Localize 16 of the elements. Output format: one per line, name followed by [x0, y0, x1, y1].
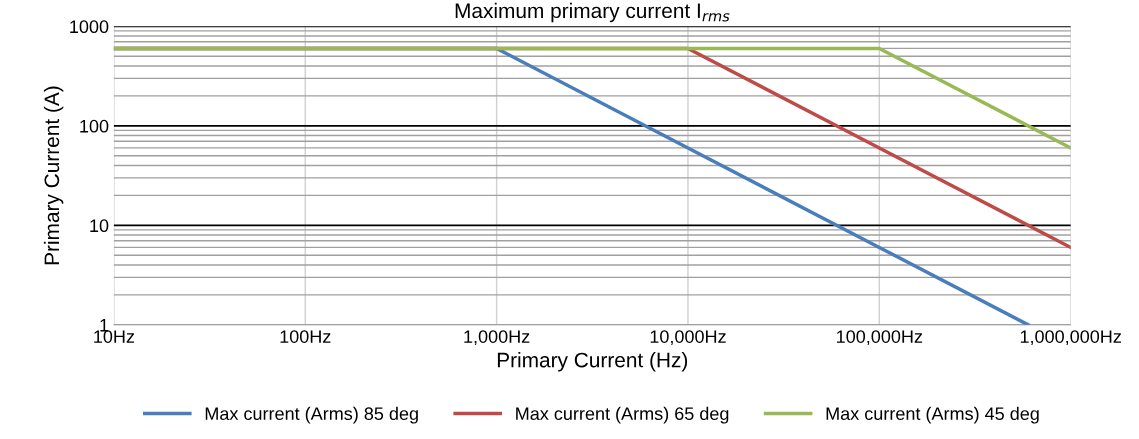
x-tick-label: 100,000Hz	[837, 330, 923, 346]
y-tick-label: 1000	[70, 20, 109, 34]
x-tick-label: 10,000Hz	[650, 330, 726, 346]
x-tick-label: 1,000,000Hz	[1020, 330, 1121, 346]
x-tick-label: 10Hz	[94, 330, 135, 343]
x-axis-title: Primary Current (Hz)	[497, 352, 688, 372]
legend-label: Max current (Arms) 45 deg	[826, 406, 1039, 424]
x-tick-label: 1,000Hz	[464, 330, 530, 346]
legend-label: Max current (Arms) 85 deg	[205, 406, 418, 424]
y-tick-label: 10	[90, 219, 109, 233]
y-tick-label: 1	[100, 318, 109, 332]
x-tick-label: 100Hz	[280, 330, 331, 343]
y-axis-title: Primary Current (A)	[43, 86, 64, 265]
chart-title: Maximum primary current I$_{rms}$	[455, 2, 730, 23]
y-tick-label: 100	[80, 119, 109, 133]
legend-label: Max current (Arms) 65 deg	[516, 406, 729, 424]
